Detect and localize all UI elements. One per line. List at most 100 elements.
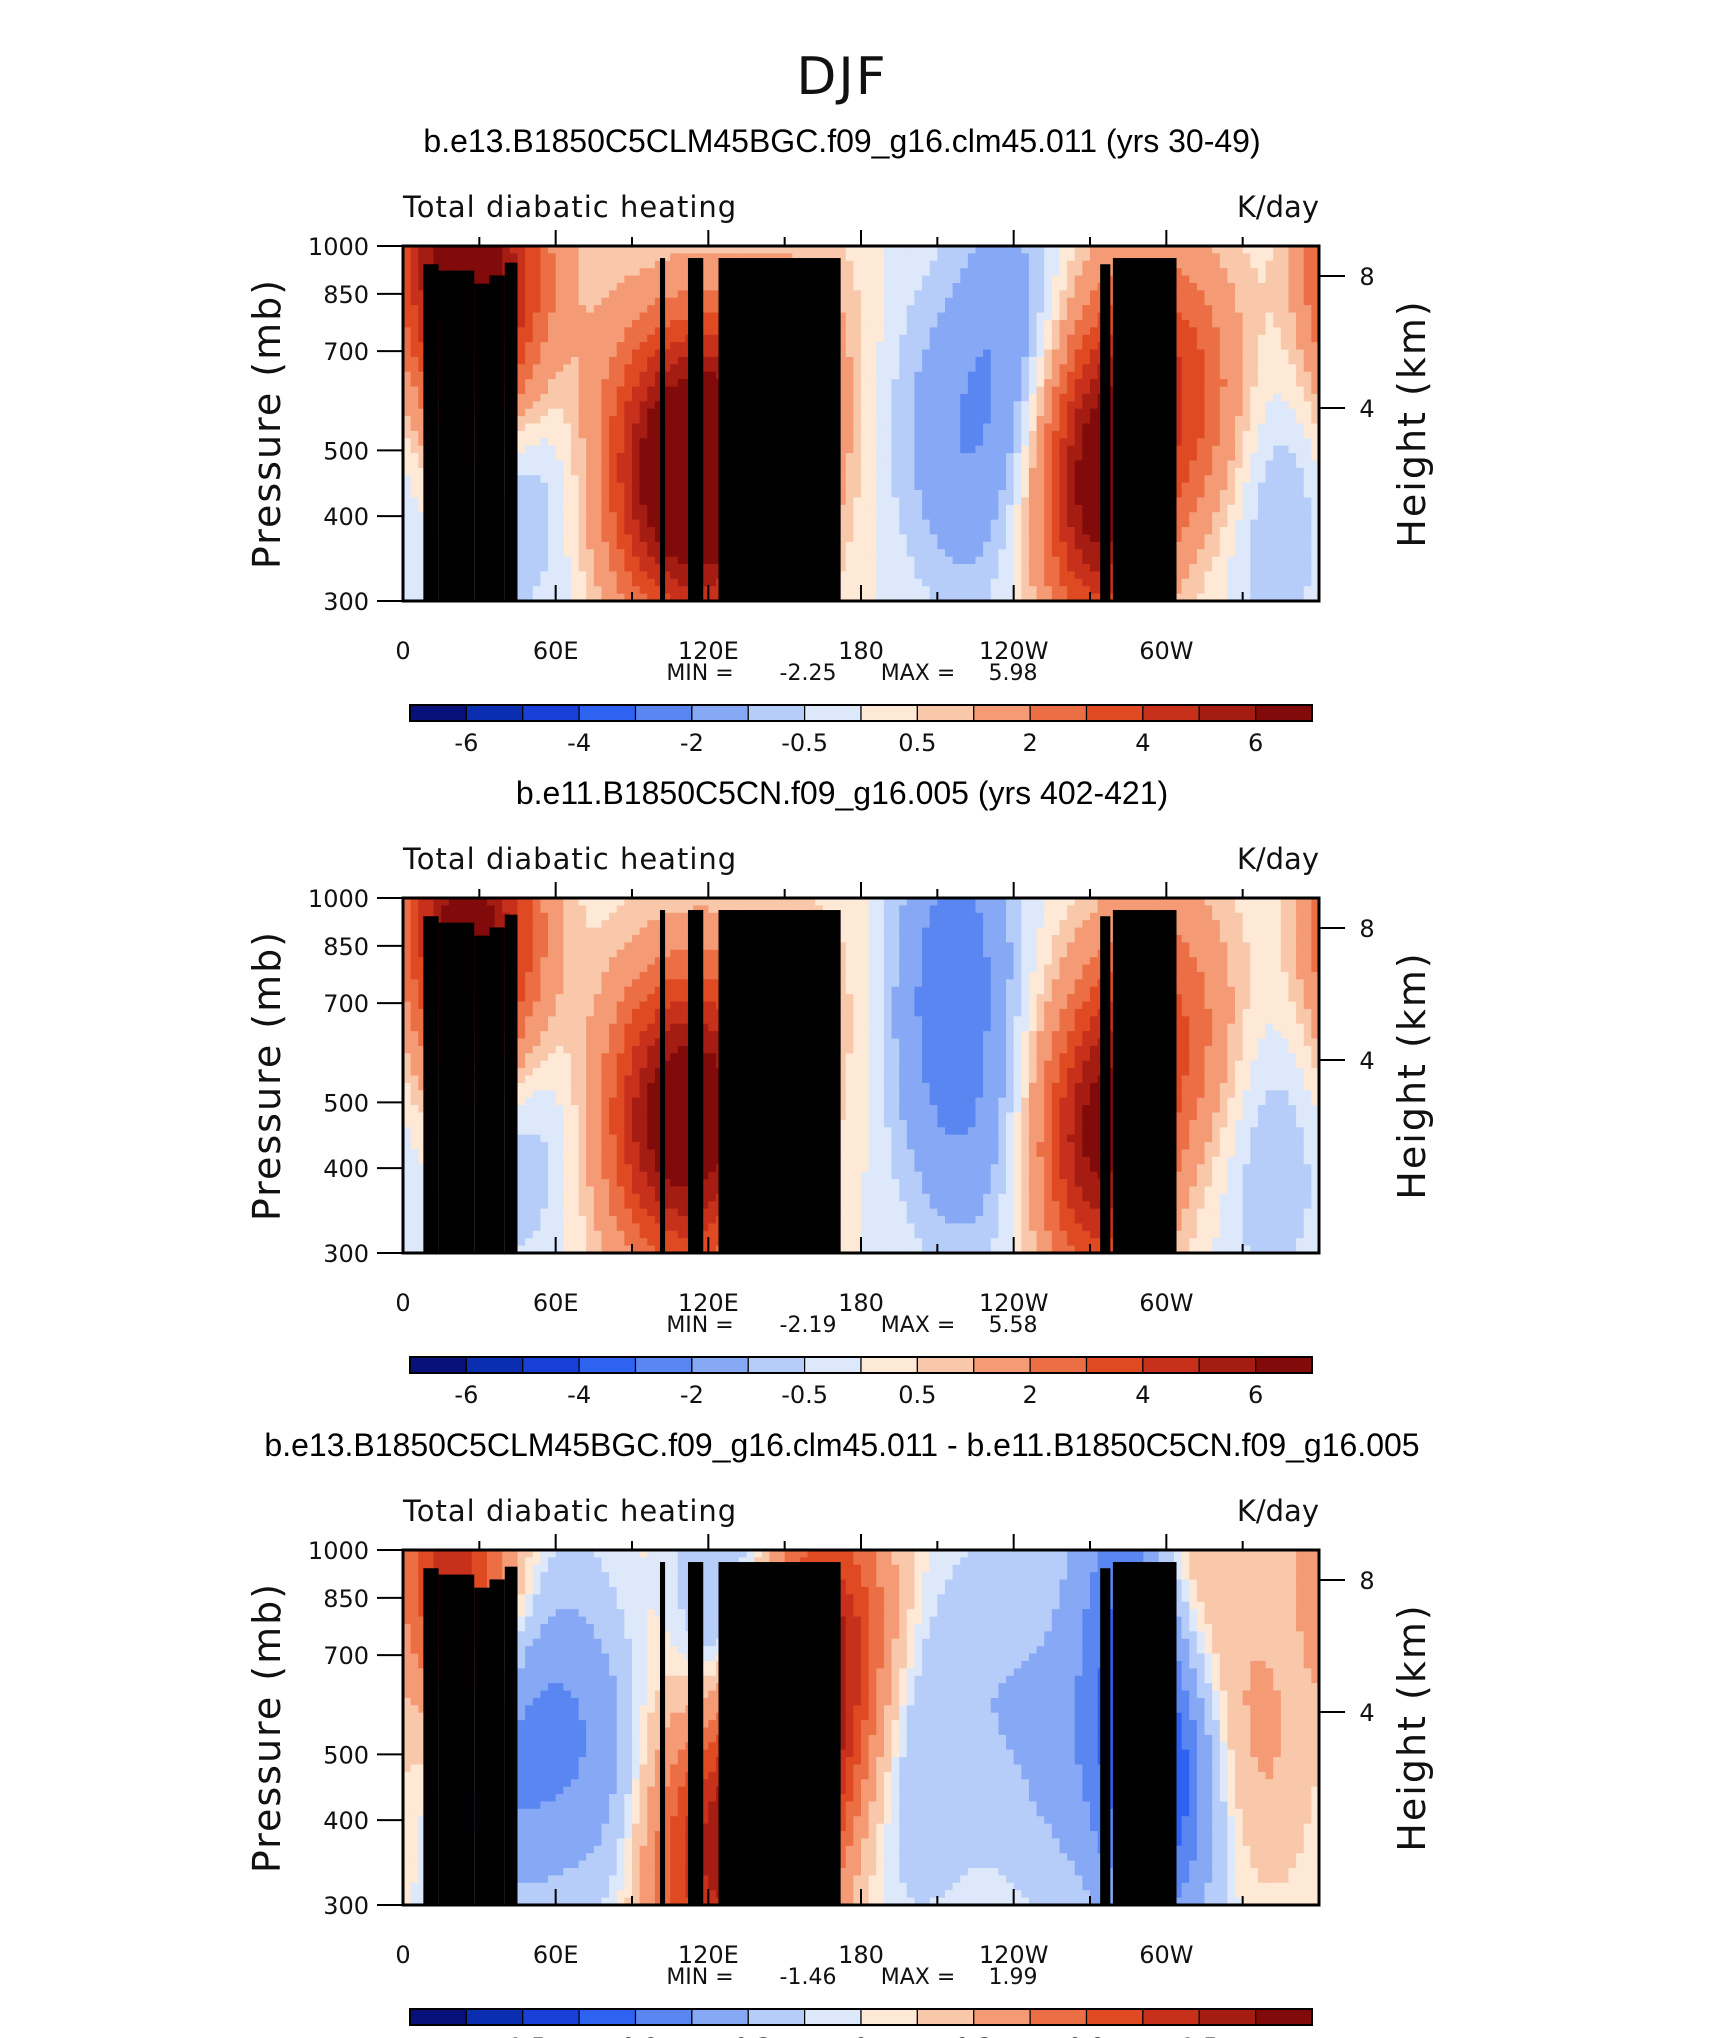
heatmap-cell: [1151, 246, 1160, 254]
heatmap-cell: [1074, 290, 1083, 299]
heatmap-cell: [1235, 534, 1244, 543]
heatmap-cell: [853, 253, 862, 262]
heatmap-cell: [960, 334, 969, 343]
heatmap-cell: [845, 312, 854, 321]
heatmap-cell: [593, 342, 603, 351]
heatmap-cell: [639, 349, 648, 358]
heatmap-cell: [624, 490, 633, 499]
heatmap-cell: [1219, 497, 1228, 506]
heatmap-cell: [1181, 349, 1190, 358]
heatmap-cell: [1280, 416, 1290, 425]
heatmap-cell: [1059, 534, 1068, 543]
heatmap-cell: [1044, 334, 1053, 343]
heatmap-cell: [967, 393, 977, 402]
heatmap-cell: [1311, 512, 1319, 521]
heatmap-cell: [845, 416, 854, 425]
heatmap-cell: [960, 319, 969, 328]
heatmap-cell: [1257, 408, 1267, 417]
heatmap-cell: [1181, 445, 1190, 454]
heatmap-cell: [632, 312, 641, 321]
heatmap-cell: [647, 416, 656, 425]
heatmap-cell: [677, 268, 687, 277]
heatmap-cell: [662, 408, 671, 417]
heatmap-cell: [1181, 519, 1190, 528]
heatmap-cell: [532, 334, 541, 343]
heatmap-cell: [1296, 475, 1305, 484]
heatmap-cell: [845, 386, 854, 395]
heatmap-cell: [403, 445, 412, 454]
heatmap-cell: [677, 290, 687, 299]
heatmap-cell: [471, 268, 480, 277]
heatmap-cell: [975, 430, 984, 439]
heatmap-cell: [937, 334, 946, 343]
heatmap-cell: [906, 312, 916, 321]
heatmap-cell: [418, 430, 427, 439]
heatmap-cell: [1051, 379, 1061, 388]
heatmap-cell: [983, 445, 992, 454]
heatmap-cell: [838, 408, 847, 417]
heatmap-cell: [639, 393, 648, 402]
heatmap-cell: [845, 319, 854, 328]
heatmap-cell: [677, 497, 687, 506]
heatmap-cell: [1028, 453, 1038, 462]
heatmap-cell: [1143, 253, 1152, 262]
heatmap-cell: [952, 460, 961, 469]
heatmap-cell: [1296, 260, 1305, 269]
heatmap-cell: [418, 534, 427, 543]
heatmap-cell: [532, 438, 541, 447]
heatmap-cell: [525, 534, 534, 543]
heatmap-cell: [563, 364, 572, 373]
heatmap-cell: [670, 253, 679, 262]
heatmap-cell: [403, 393, 412, 402]
heatmap-cell: [967, 541, 977, 550]
heatmap-cell: [654, 342, 664, 351]
heatmap-cell: [1013, 393, 1022, 402]
heatmap-cell: [1028, 253, 1038, 262]
heatmap-cell: [899, 297, 908, 306]
heatmap-cell: [677, 334, 687, 343]
heatmap-cell: [1273, 482, 1282, 491]
heatmap-cell: [578, 282, 587, 291]
heatmap-cell: [1219, 297, 1228, 306]
heatmap-cell: [998, 416, 1007, 425]
heatmap-cell: [1036, 490, 1045, 499]
heatmap-cell: [1219, 527, 1228, 536]
heatmap-cell: [944, 356, 954, 365]
heatmap-cell: [1257, 275, 1267, 284]
heatmap-cell: [403, 408, 412, 417]
heatmap-cell: [1257, 334, 1267, 343]
heatmap-cell: [1013, 401, 1022, 410]
heatmap-cell: [830, 246, 839, 254]
heatmap-cell: [1013, 453, 1022, 462]
heatmap-cell: [983, 253, 992, 262]
heatmap-cell: [563, 401, 572, 410]
heatmap-cell: [563, 519, 572, 528]
heatmap-cell: [1067, 342, 1076, 351]
heatmap-cell: [983, 408, 992, 417]
heatmap-cell: [967, 423, 977, 432]
heatmap-cell: [952, 453, 961, 462]
heatmap-cell: [1242, 497, 1251, 506]
heatmap-cell: [876, 364, 885, 373]
heatmap-cell: [1181, 527, 1190, 536]
heatmap-cell: [876, 386, 885, 395]
heatmap-cell: [662, 438, 671, 447]
heatmap-cell: [1280, 327, 1290, 336]
heatmap-cell: [654, 297, 664, 306]
heatmap-cell: [861, 541, 870, 550]
heatmap-cell: [1303, 319, 1312, 328]
heatmap-cell: [1273, 467, 1282, 476]
heatmap-cell: [1257, 401, 1267, 410]
heatmap-cell: [868, 408, 877, 417]
heatmap-cell: [922, 423, 931, 432]
heatmap-cell: [891, 549, 900, 558]
heatmap-cell: [647, 379, 656, 388]
heatmap-cell: [983, 453, 992, 462]
heatmap-cell: [403, 504, 412, 513]
heatmap-cell: [700, 490, 709, 499]
heatmap-cell: [838, 549, 847, 558]
heatmap-cell: [1311, 401, 1319, 410]
heatmap-cell: [967, 342, 977, 351]
heatmap-cell: [1173, 282, 1183, 291]
